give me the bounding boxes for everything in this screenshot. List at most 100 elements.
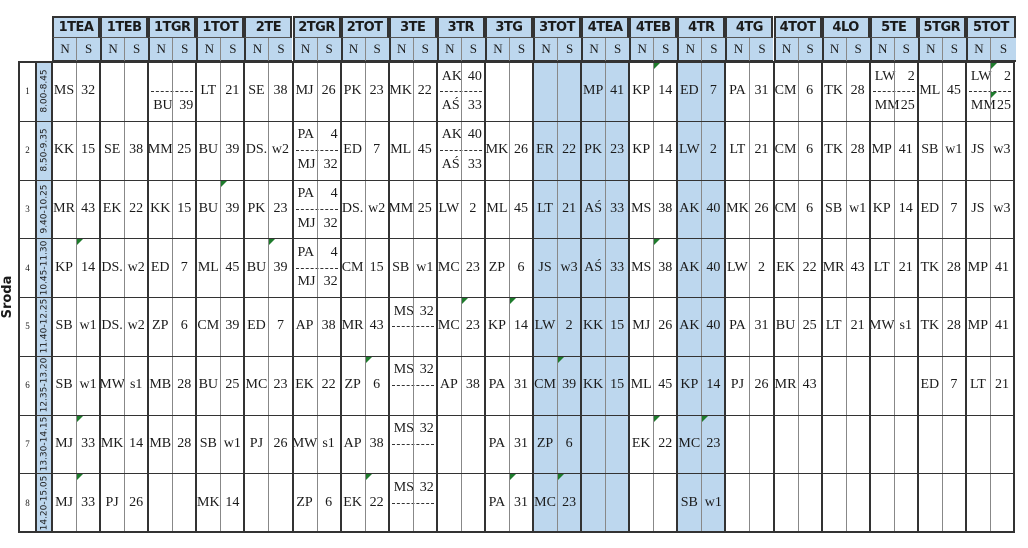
teacher-code[interactable]: SE xyxy=(248,83,265,99)
teacher-code[interactable] xyxy=(148,473,172,532)
teacher-code[interactable]: PJ xyxy=(105,494,119,510)
teacher-code[interactable]: CM xyxy=(197,318,220,334)
room-number[interactable]: 14 xyxy=(225,494,240,510)
teacher-code[interactable]: ZP xyxy=(344,377,361,393)
room-number[interactable]: 23 xyxy=(273,200,288,216)
teacher-code-top[interactable]: LW xyxy=(970,68,992,84)
room-number[interactable] xyxy=(894,473,918,532)
room-number[interactable] xyxy=(846,473,870,532)
teacher-code[interactable] xyxy=(822,473,846,532)
room-number[interactable]: 38 xyxy=(321,318,336,334)
teacher-code[interactable]: SB xyxy=(199,435,217,451)
room-number[interactable]: 39 xyxy=(225,200,240,216)
room-number[interactable]: 26 xyxy=(129,494,144,510)
teacher-code[interactable] xyxy=(437,473,461,532)
teacher-code[interactable] xyxy=(485,62,509,121)
room-number[interactable]: 38 xyxy=(369,435,384,451)
room-number[interactable]: 31 xyxy=(754,83,769,99)
room-number-bottom[interactable]: 25 xyxy=(900,98,915,114)
teacher-code[interactable]: MK xyxy=(197,494,220,510)
room-number[interactable]: s1 xyxy=(129,377,143,393)
teacher-code[interactable]: MC xyxy=(678,435,701,451)
teacher-code[interactable] xyxy=(870,473,894,532)
room-number[interactable]: 41 xyxy=(898,142,913,158)
teacher-code[interactable]: AŚ xyxy=(584,259,603,275)
teacher-code[interactable]: AK xyxy=(679,318,700,334)
teacher-code[interactable]: LT xyxy=(970,377,986,393)
room-number[interactable]: 45 xyxy=(225,259,240,275)
teacher-code[interactable]: JS xyxy=(971,142,985,158)
room-number[interactable]: 40 xyxy=(706,259,721,275)
teacher-code-bottom[interactable]: BU xyxy=(153,98,173,114)
room-number[interactable]: w1 xyxy=(79,377,97,393)
room-number[interactable] xyxy=(557,62,581,121)
teacher-code[interactable] xyxy=(918,415,942,474)
room-number[interactable]: 7 xyxy=(373,142,381,158)
room-number[interactable]: w1 xyxy=(416,259,434,275)
room-number[interactable]: 14 xyxy=(658,83,673,99)
room-number[interactable]: 28 xyxy=(177,377,192,393)
teacher-code[interactable]: MR xyxy=(341,318,364,334)
room-number[interactable]: 25 xyxy=(417,200,432,216)
teacher-code[interactable] xyxy=(870,356,894,415)
room-number-top[interactable]: 32 xyxy=(419,479,434,495)
teacher-code[interactable]: JS xyxy=(538,259,552,275)
room-number[interactable] xyxy=(942,415,966,474)
teacher-code-top[interactable]: AK xyxy=(441,68,463,84)
room-number[interactable]: w3 xyxy=(993,200,1011,216)
teacher-code[interactable]: CM xyxy=(534,377,556,393)
room-number-top[interactable]: 40 xyxy=(467,127,482,143)
teacher-code-top[interactable]: PA xyxy=(297,244,315,260)
room-number[interactable]: 23 xyxy=(610,142,625,158)
room-number[interactable]: 15 xyxy=(610,318,625,334)
room-number-bottom[interactable]: 25 xyxy=(996,98,1011,114)
room-number-top[interactable]: 2 xyxy=(1003,68,1011,84)
room-number[interactable]: 38 xyxy=(658,259,673,275)
room-number[interactable]: 21 xyxy=(898,259,913,275)
teacher-code[interactable]: KP xyxy=(487,318,506,334)
room-number[interactable]: 6 xyxy=(180,318,188,334)
room-number[interactable]: 43 xyxy=(802,377,817,393)
teacher-code[interactable]: ZP xyxy=(296,494,313,510)
room-number[interactable]: 31 xyxy=(513,435,528,451)
teacher-code[interactable]: SB xyxy=(55,377,73,393)
room-number[interactable]: 7 xyxy=(709,83,717,99)
room-number-top[interactable]: 4 xyxy=(330,186,338,202)
teacher-code[interactable] xyxy=(629,473,653,532)
room-number[interactable]: 33 xyxy=(81,494,96,510)
teacher-code[interactable]: ED xyxy=(679,83,699,99)
room-number-top[interactable]: 4 xyxy=(330,127,338,143)
room-number[interactable]: 25 xyxy=(802,318,817,334)
teacher-code[interactable] xyxy=(100,62,124,121)
room-number[interactable] xyxy=(846,415,870,474)
teacher-code[interactable]: ML xyxy=(486,200,508,216)
room-number[interactable]: 6 xyxy=(373,377,381,393)
room-number[interactable]: 6 xyxy=(565,435,573,451)
room-number[interactable]: 6 xyxy=(517,259,525,275)
teacher-code[interactable]: TK xyxy=(920,318,940,334)
room-number[interactable] xyxy=(798,473,822,532)
room-number[interactable]: 28 xyxy=(946,259,961,275)
teacher-code[interactable] xyxy=(822,415,846,474)
teacher-code[interactable]: MS xyxy=(53,83,75,99)
teacher-code-top[interactable]: AK xyxy=(441,127,463,143)
teacher-code[interactable]: ML xyxy=(197,259,219,275)
teacher-code[interactable]: PA xyxy=(729,83,746,99)
teacher-code[interactable]: SB xyxy=(825,200,843,216)
teacher-code[interactable]: KK xyxy=(150,200,171,216)
teacher-code[interactable]: TK xyxy=(824,83,843,99)
room-number[interactable]: w1 xyxy=(704,494,722,510)
room-number[interactable]: 38 xyxy=(465,377,480,393)
teacher-code[interactable]: SB xyxy=(680,494,698,510)
teacher-code[interactable]: MK xyxy=(726,200,749,216)
teacher-code[interactable]: MC xyxy=(245,377,268,393)
room-number[interactable]: 15 xyxy=(81,142,96,158)
room-number[interactable]: 39 xyxy=(225,318,240,334)
teacher-code[interactable]: KP xyxy=(55,259,73,275)
room-number-top[interactable] xyxy=(172,64,193,89)
room-number[interactable]: 2 xyxy=(469,200,477,216)
teacher-code[interactable]: KK xyxy=(583,318,604,334)
teacher-code[interactable]: LT xyxy=(200,83,217,99)
room-number[interactable]: 38 xyxy=(273,83,288,99)
room-number[interactable]: 22 xyxy=(321,377,336,393)
